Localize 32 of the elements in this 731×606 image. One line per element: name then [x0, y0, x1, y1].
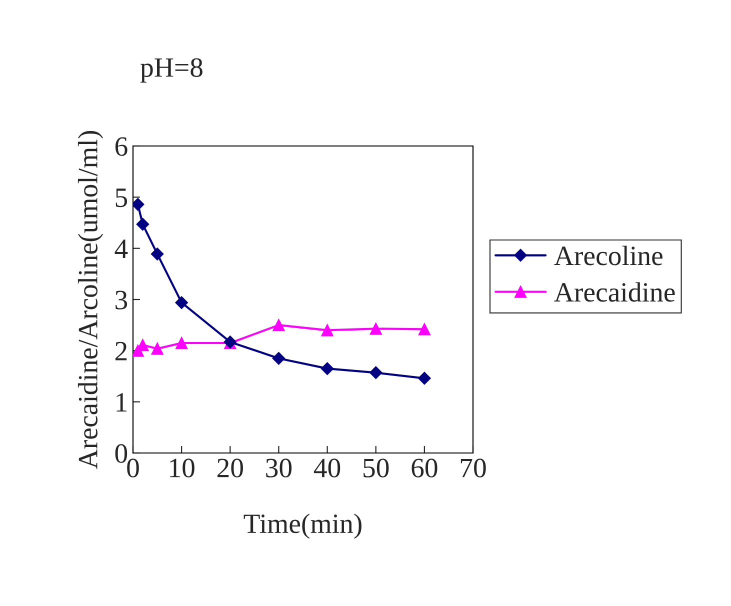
y-tick-label: 3 [116, 290, 128, 310]
x-axis-title: Time(min) [244, 514, 362, 539]
x-tick-label: 50 [364, 458, 389, 478]
y-tick-label: 0 [115, 444, 128, 463]
y-axis-title: Arecaidine/Arcoline(umol/ml) [78, 131, 104, 469]
point [320, 362, 334, 375]
legend-label: Arecaidine [554, 282, 675, 302]
point [418, 372, 431, 385]
point [370, 322, 382, 335]
legend-label: Arecoline [554, 246, 662, 266]
point [150, 248, 164, 260]
y-tick-label: 1 [116, 393, 126, 412]
x-tick-label: 70 [460, 458, 486, 478]
y-tick-label: 5 [116, 188, 128, 208]
point [418, 323, 431, 336]
y-tick-label: 6 [115, 137, 128, 156]
point [151, 342, 164, 355]
point [272, 319, 285, 332]
point [272, 352, 286, 365]
y-tick-label: 2 [115, 342, 127, 360]
x-tick-label: 60 [412, 458, 438, 478]
point [136, 218, 150, 231]
point [175, 336, 188, 350]
x-tick-label: 30 [266, 458, 292, 478]
x-tick-label: 40 [314, 458, 340, 478]
x-tick-label: 10 [170, 458, 194, 478]
x-tick-label: 20 [217, 458, 243, 478]
point [321, 324, 334, 336]
chart-title: pH=8 [140, 58, 202, 83]
point [175, 296, 188, 309]
y-tick-label: 4 [114, 240, 128, 258]
point [369, 366, 382, 380]
